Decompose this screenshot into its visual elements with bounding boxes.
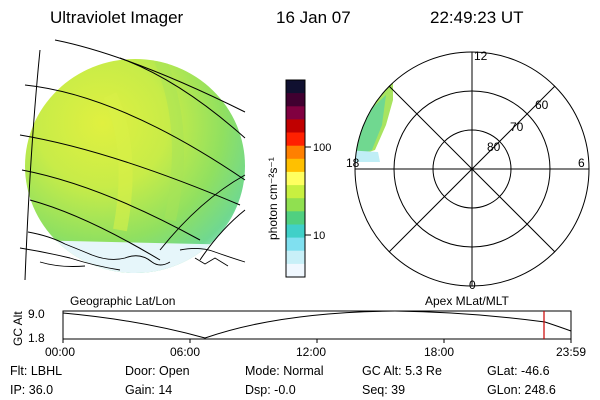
colorbar-swatch — [286, 145, 305, 160]
timeline-ylabel: GC Alt — [11, 311, 25, 346]
xtick-0600: 06:00 — [170, 345, 201, 359]
colorbar-label: photon cm⁻²s⁻¹ — [266, 157, 280, 240]
lat-label-70: 70 — [510, 120, 524, 134]
lat-label-60: 60 — [535, 98, 549, 112]
colorbar — [286, 80, 305, 278]
timeline-plot: GC Alt 9.0 1.8 — [11, 307, 572, 346]
info-gain: Gain: 14 — [125, 383, 173, 397]
instrument-title: Ultraviolet Imager — [50, 8, 184, 27]
colorbar-swatch — [286, 263, 305, 278]
lat-label-80: 80 — [487, 140, 501, 154]
xtick-2359: 23:59 — [556, 345, 587, 359]
colorbar-tick-10: 10 — [313, 230, 325, 242]
colorbar-swatch — [286, 224, 305, 239]
geo-grid — [19, 39, 246, 281]
ytick-bottom: 1.8 — [28, 331, 45, 345]
polar-plot: 12 18 6 0 60 70 80 — [346, 49, 590, 292]
mlt-label-0: 0 — [469, 278, 476, 292]
coastline — [19, 231, 246, 271]
info-ip: IP: 36.0 — [10, 383, 54, 397]
colorbar-swatch — [286, 132, 305, 147]
colorbar-swatch — [286, 198, 305, 212]
info-seq: Seq: 39 — [362, 383, 406, 397]
info-flt: Flt: LBHL — [10, 364, 63, 378]
mlt-label-18: 18 — [346, 156, 360, 170]
time-label: 22:49:23 UT — [430, 8, 524, 27]
colorbar-swatch — [286, 93, 305, 107]
colorbar-swatch — [286, 106, 305, 120]
info-glon: GLon: 248.6 — [487, 383, 556, 397]
xtick-0000: 00:00 — [45, 345, 76, 359]
ytick-top: 9.0 — [28, 307, 45, 321]
info-door: Door: Open — [125, 364, 190, 378]
mlt-label-12: 12 — [474, 49, 488, 63]
colorbar-swatch — [286, 237, 305, 252]
colorbar-swatch — [286, 211, 305, 225]
info-glat: GLat: -46.6 — [487, 364, 550, 378]
info-dsp: Dsp: -0.0 — [245, 383, 296, 397]
apex-panel-label: Apex MLat/MLT — [425, 294, 509, 308]
date-label: 16 Jan 07 — [276, 8, 351, 27]
earth-disk — [25, 59, 245, 273]
colorbar-swatch — [286, 185, 305, 199]
geo-panel-label: Geographic Lat/Lon — [70, 294, 176, 308]
altitude-curve — [62, 310, 572, 339]
colorbar-tick-100: 100 — [313, 142, 331, 154]
colorbar-swatch — [286, 158, 305, 173]
xtick-1200: 12:00 — [296, 345, 327, 359]
mlt-label-6: 6 — [578, 156, 585, 170]
colorbar-swatch — [286, 250, 305, 265]
info-gc-alt: GC Alt: 5.3 Re — [362, 364, 442, 378]
xtick-1800: 18:00 — [424, 345, 455, 359]
colorbar-swatch — [286, 119, 305, 134]
colorbar-swatch — [286, 171, 305, 186]
colorbar-swatch — [286, 80, 305, 94]
info-mode: Mode: Normal — [245, 364, 324, 378]
